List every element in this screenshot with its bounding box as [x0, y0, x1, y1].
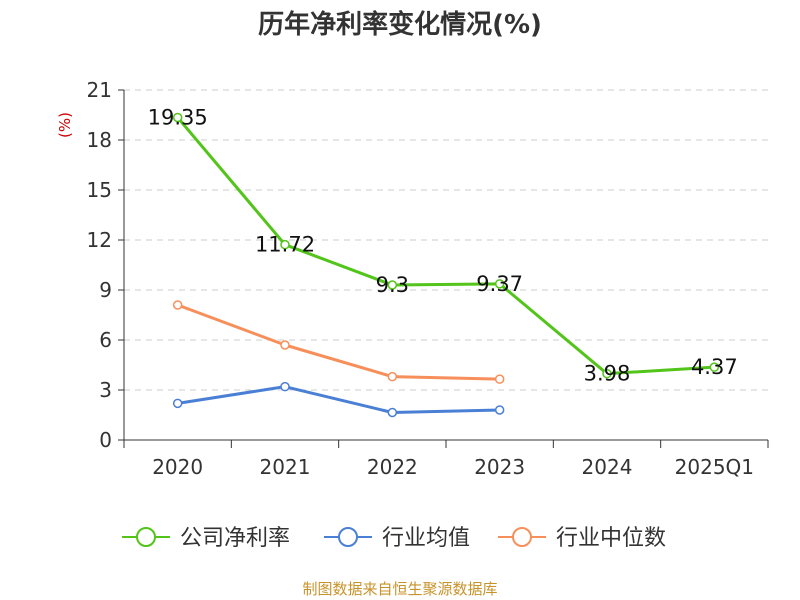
legend-marker	[513, 528, 531, 546]
net-margin-line-chart: 0 3 6 9 12 15 18 21 2020 2021 2022 2023 2024 2025Q1 (%…	[0, 0, 800, 600]
y-tick-label: 0	[99, 428, 112, 452]
legend-marker	[137, 528, 155, 546]
data-point-industry_avg	[281, 383, 289, 391]
x-tick-label: 2024	[582, 455, 633, 479]
y-tick-label: 12	[87, 228, 112, 252]
data-point-industry_avg	[174, 399, 182, 407]
data-label: 3.98	[584, 362, 631, 386]
data-point-industry_median	[281, 341, 289, 349]
y-tick-label: 21	[87, 78, 112, 102]
y-tick-label: 3	[99, 378, 112, 402]
x-tick-label: 2025Q1	[675, 455, 754, 479]
y-axis-label: (%)	[56, 112, 74, 138]
legend-label: 行业中位数	[556, 526, 666, 551]
legend-label: 公司净利率	[180, 526, 290, 551]
series-line-industry_median	[178, 305, 500, 379]
data-label: 19.35	[148, 106, 208, 130]
legend-marker	[339, 528, 357, 546]
x-tick-label: 2020	[152, 455, 203, 479]
y-tick-label: 6	[99, 328, 112, 352]
data-point-industry_avg	[496, 406, 504, 414]
legend-label: 行业均值	[382, 526, 470, 551]
data-label: 11.72	[255, 233, 315, 257]
y-tick-label: 18	[87, 128, 112, 152]
data-label: 4.37	[691, 355, 738, 379]
data-label: 9.3	[376, 273, 409, 297]
y-tick-label: 15	[87, 178, 112, 202]
series-line-industry_avg	[178, 387, 500, 413]
data-point-industry_avg	[388, 409, 396, 417]
x-tick-label: 2022	[367, 455, 418, 479]
x-tick-label: 2023	[474, 455, 525, 479]
data-point-industry_median	[174, 301, 182, 309]
source-footer: 制图数据来自恒生聚源数据库	[0, 578, 800, 599]
y-tick-label: 9	[99, 278, 112, 302]
data-point-industry_median	[496, 375, 504, 383]
data-point-industry_median	[388, 373, 396, 381]
x-tick-label: 2021	[260, 455, 311, 479]
data-label: 9.37	[476, 272, 523, 296]
